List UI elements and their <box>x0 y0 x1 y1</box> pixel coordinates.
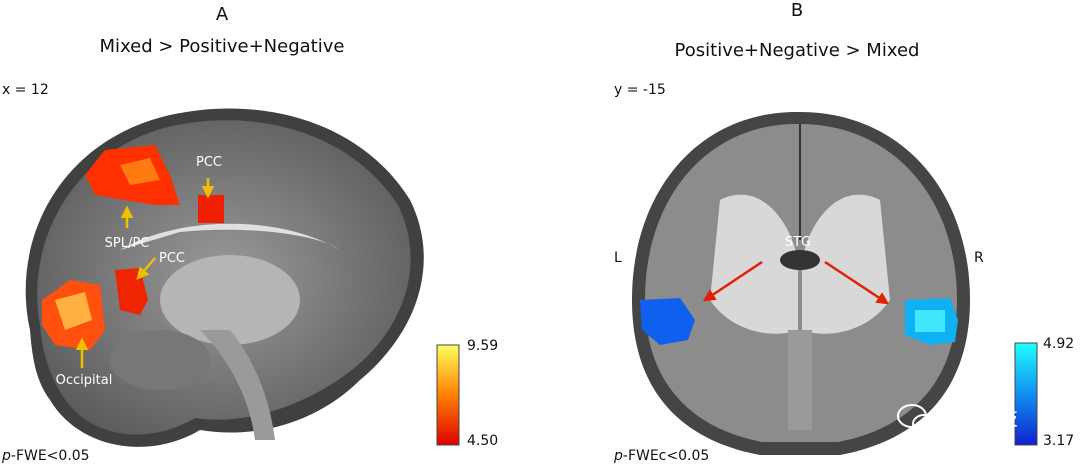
panel-title: Positive+Negative > Mixed <box>675 40 920 61</box>
threshold-text: -FWE<0.05 <box>11 448 90 464</box>
colorbar-min: 3.17 <box>1043 433 1074 449</box>
colorbar <box>436 344 460 446</box>
colorbar <box>1014 342 1038 446</box>
panel-title: Mixed > Positive+Negative <box>100 36 345 57</box>
watermark-icon <box>897 404 936 434</box>
threshold: p-FWE<0.05 <box>1 448 90 464</box>
hemisphere-right: R <box>974 250 984 266</box>
watermark: 茗创科技 <box>938 406 1018 430</box>
hemisphere-left: L <box>614 250 622 266</box>
threshold-text: -FWEc<0.05 <box>623 448 709 464</box>
activation-clusters <box>42 145 224 350</box>
arrows <box>702 260 890 305</box>
colorbar-min: 4.50 <box>467 433 498 449</box>
region-label: SPL/PC <box>105 236 150 251</box>
threshold: p-FWEc<0.05 <box>613 448 709 464</box>
region-label: STG <box>785 235 811 250</box>
threshold-p: p <box>613 448 623 464</box>
threshold-p: p <box>1 448 11 464</box>
activation-clusters <box>640 298 958 345</box>
colorbar-max: 9.59 <box>467 338 498 354</box>
region-label: PCC <box>159 251 185 266</box>
arrows <box>75 178 215 368</box>
panel-letter: A <box>216 4 229 25</box>
slice-label: x = 12 <box>2 82 49 98</box>
panel-letter: B <box>791 0 803 21</box>
sagittal-brain <box>25 108 424 447</box>
colorbar-max: 4.92 <box>1043 336 1074 352</box>
region-label: PCC <box>196 155 222 170</box>
region-label: Occipital <box>56 373 113 388</box>
coronal-brain <box>632 111 970 455</box>
slice-label: y = -15 <box>614 82 666 98</box>
